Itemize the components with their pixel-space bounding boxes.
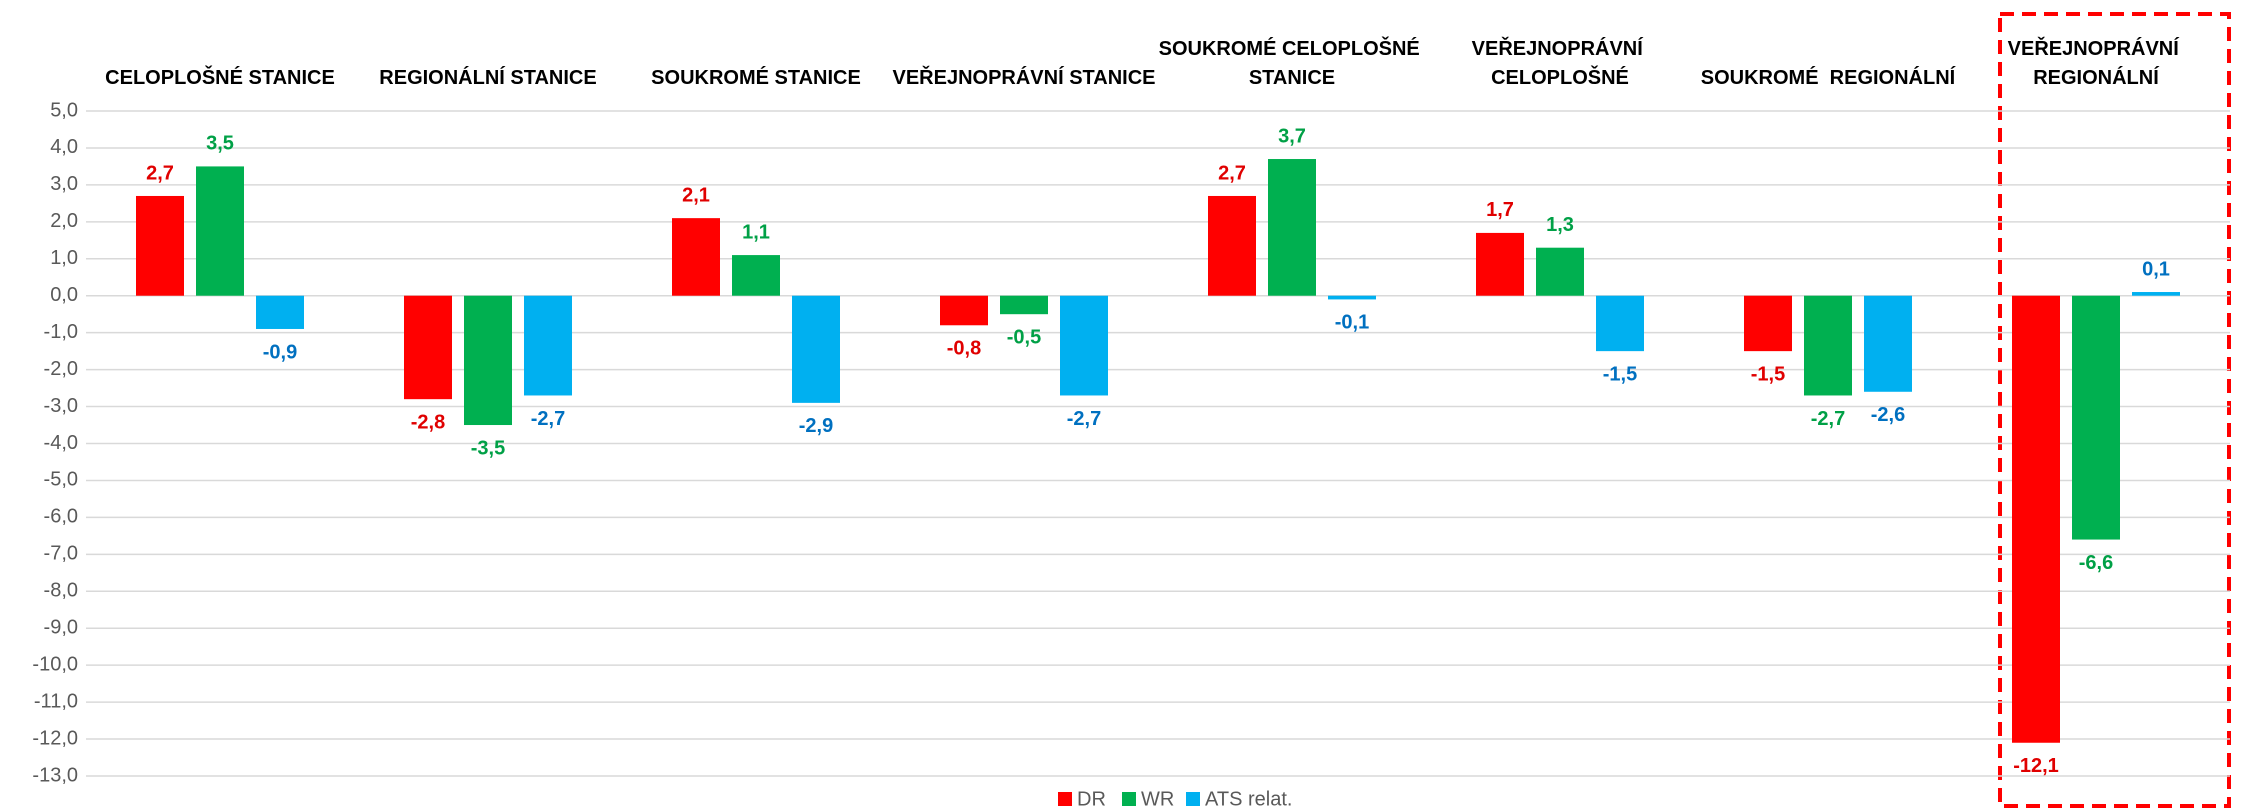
y-tick-label: -4,0	[44, 432, 78, 454]
y-tick-label: -2,0	[44, 358, 78, 380]
bar	[2072, 295, 2120, 540]
value-label: -2,6	[1871, 404, 1905, 426]
y-tick-label: -10,0	[32, 653, 78, 675]
value-label: -0,8	[947, 338, 981, 360]
bar	[1208, 195, 1256, 296]
y-tick-label: 4,0	[50, 136, 78, 158]
value-label: 1,3	[1546, 214, 1574, 236]
value-label: -3,5	[471, 437, 505, 459]
legend-swatch	[1122, 792, 1136, 806]
y-tick-label: 0,0	[50, 284, 78, 306]
bar	[1864, 295, 1912, 392]
y-tick-label: 2,0	[50, 210, 78, 232]
bar	[136, 195, 184, 296]
value-label: 0,1	[2142, 258, 2170, 280]
value-label: -6,6	[2079, 552, 2113, 574]
bar	[732, 255, 780, 296]
y-tick-label: -7,0	[44, 543, 78, 565]
y-tick-label: 3,0	[50, 173, 78, 195]
highlight-box	[1998, 12, 2231, 808]
value-label: -1,5	[1603, 363, 1637, 385]
y-tick-label: -9,0	[44, 617, 78, 639]
bar	[256, 295, 304, 329]
value-label: 3,7	[1278, 125, 1306, 147]
bar	[2132, 292, 2180, 296]
y-tick-label: -5,0	[44, 469, 78, 491]
value-label: -2,7	[531, 408, 565, 430]
bar	[1328, 295, 1376, 300]
y-tick-label: -6,0	[44, 506, 78, 528]
bar	[524, 295, 572, 396]
category-label: SOUKROMÉ REGIONÁLNÍ	[1701, 66, 1956, 89]
legend-label: DR	[1077, 788, 1106, 809]
bar	[940, 295, 988, 326]
bar	[1804, 295, 1852, 396]
value-label: 1,1	[742, 221, 770, 243]
legend-label: ATS relat.	[1205, 788, 1292, 809]
bar	[464, 295, 512, 426]
category-label: REGIONÁLNÍ STANICE	[379, 66, 596, 89]
category-label: VEŘEJNOPRÁVNÍ REGIONÁLNÍ	[2008, 36, 2185, 89]
value-label: -12,1	[2013, 755, 2059, 777]
bar	[1060, 295, 1108, 396]
bar	[196, 166, 244, 296]
bar	[1744, 295, 1792, 352]
value-label: -1,5	[1751, 363, 1785, 385]
legend-swatch	[1186, 792, 1200, 806]
value-label: -0,1	[1335, 312, 1369, 334]
y-tick-label: -8,0	[44, 580, 78, 602]
value-label: -2,7	[1067, 408, 1101, 430]
y-tick-label: -13,0	[32, 764, 78, 786]
category-label: VEŘEJNOPRÁVNÍ STANICE	[892, 65, 1155, 89]
y-tick-label: -3,0	[44, 395, 78, 417]
bar	[2012, 295, 2060, 743]
bar	[404, 295, 452, 400]
category-label: CELOPLOŠNÉ STANICE	[105, 65, 335, 89]
bar	[1536, 247, 1584, 296]
y-tick-label: -11,0	[34, 690, 78, 712]
value-label: -2,7	[1811, 408, 1845, 430]
value-label: 3,5	[206, 133, 234, 155]
value-label: -2,8	[411, 411, 445, 433]
legend-swatch	[1058, 792, 1072, 806]
bar	[1596, 295, 1644, 352]
bar	[672, 218, 720, 296]
category-label: SOUKROMÉ CELOPLOŠNÉ STANICE	[1159, 36, 1426, 89]
y-tick-label: 1,0	[50, 247, 78, 269]
bar	[1000, 295, 1048, 315]
value-label: 2,7	[1218, 162, 1246, 184]
value-label: 1,7	[1486, 199, 1514, 221]
legend-label: WR	[1141, 788, 1174, 809]
bar	[1268, 159, 1316, 296]
value-label: -0,9	[263, 341, 297, 363]
y-tick-label: -1,0	[44, 321, 78, 343]
y-tick-label: -12,0	[32, 727, 78, 749]
value-label: 2,1	[682, 184, 710, 206]
bar	[1476, 232, 1524, 296]
value-label: -2,9	[799, 415, 833, 437]
value-label: 2,7	[146, 162, 174, 184]
bar	[792, 295, 840, 403]
value-label: -0,5	[1007, 326, 1041, 348]
y-tick-label: 5,0	[50, 99, 78, 121]
category-label: SOUKROMÉ STANICE	[651, 66, 861, 89]
category-label: VEŘEJNOPRÁVNÍ CELOPLOŠNÉ	[1472, 36, 1649, 89]
